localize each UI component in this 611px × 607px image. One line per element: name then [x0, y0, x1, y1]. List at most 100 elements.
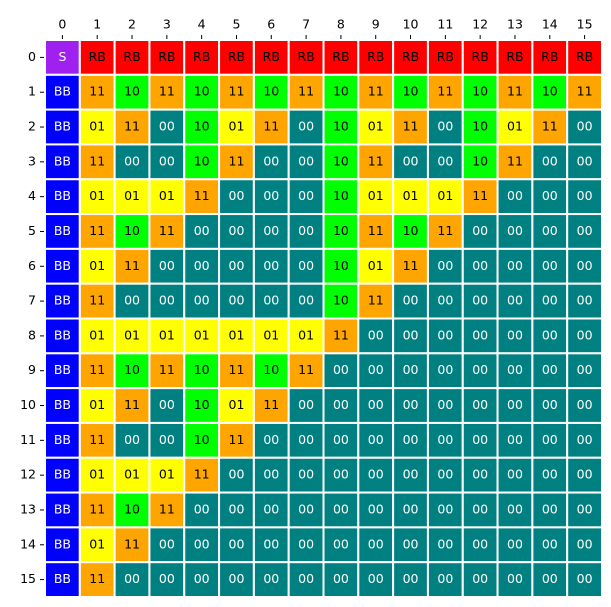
cell: [183, 421, 221, 459]
cell-label: 11: [368, 84, 384, 99]
cell: [322, 561, 360, 598]
cell-label: 00: [472, 571, 488, 586]
cell-label: 00: [437, 153, 453, 168]
cell-label: 10: [333, 258, 349, 273]
cell-label: 11: [229, 362, 245, 377]
cell: [218, 352, 255, 390]
cell: [113, 526, 151, 564]
cell-label: 00: [542, 536, 558, 551]
cell: [531, 108, 569, 146]
cell: [113, 387, 151, 424]
x-tick-label: 6: [267, 17, 275, 32]
cell-label: BB: [54, 467, 71, 482]
cell-label: 00: [333, 362, 349, 377]
cell-label: 01: [159, 327, 175, 342]
cell-label: 11: [403, 258, 419, 273]
cell-label: 01: [368, 119, 384, 134]
cell: [183, 73, 221, 111]
cell-label: 00: [159, 536, 175, 551]
cell: [322, 352, 360, 390]
cell-label: 00: [472, 467, 488, 482]
cell: [287, 526, 325, 564]
y-tick-label: 6: [28, 258, 36, 273]
cell: [461, 317, 499, 355]
x-tick-label: 8: [337, 17, 345, 32]
cell-label: 00: [263, 258, 279, 273]
cell: [357, 387, 395, 424]
cell-label: 00: [542, 188, 558, 203]
cell-label: RB: [576, 49, 593, 64]
cell: [44, 561, 81, 598]
cell-label: RB: [158, 49, 175, 64]
cell-label: 00: [263, 223, 279, 238]
cell-label: 00: [403, 536, 419, 551]
cell-label: BB: [54, 84, 71, 99]
cell-label: 00: [403, 501, 419, 516]
cell-label: 10: [472, 84, 488, 99]
cell-label: 00: [403, 327, 419, 342]
cell-label: 00: [472, 397, 488, 412]
cell-label: 00: [577, 258, 593, 273]
cell-label: 00: [194, 501, 210, 516]
cell-label: RB: [228, 49, 245, 64]
cell: [461, 491, 499, 529]
cell: [566, 108, 603, 146]
cell-label: 11: [472, 188, 488, 203]
cell-label: 11: [229, 84, 245, 99]
cell-label: 00: [507, 467, 523, 482]
cell-label: 11: [577, 84, 593, 99]
cell: [426, 526, 464, 564]
cell: [392, 213, 429, 250]
cell-label: 11: [159, 362, 175, 377]
cell: [148, 108, 186, 146]
x-tick-label: 7: [302, 17, 310, 32]
cell-label: 00: [403, 432, 419, 447]
cell-label: 01: [124, 327, 140, 342]
cell-label: 00: [577, 536, 593, 551]
cell-label: 00: [577, 293, 593, 308]
cell-label: BB: [54, 188, 71, 203]
cell-label: 00: [472, 501, 488, 516]
cell: [531, 561, 569, 598]
cell-label: 00: [403, 467, 419, 482]
y-tick-label: 1: [28, 84, 36, 99]
cell-label: 11: [124, 258, 140, 273]
cell-label: 00: [577, 501, 593, 516]
cell-label: 01: [124, 467, 140, 482]
cell-label: 01: [89, 397, 105, 412]
cell-label: 10: [194, 119, 210, 134]
cell: [78, 561, 116, 598]
cell-label: 00: [298, 501, 314, 516]
cell-label: RB: [193, 49, 210, 64]
cell-label: RB: [367, 49, 384, 64]
cell-label: 00: [263, 293, 279, 308]
cell: [218, 456, 255, 494]
cell-label: 11: [89, 84, 105, 99]
cell-label: 00: [159, 293, 175, 308]
cell-label: 00: [577, 397, 593, 412]
cell-label: 01: [159, 188, 175, 203]
cell-label: 00: [542, 258, 558, 273]
cell: [392, 352, 429, 390]
cell-label: 01: [194, 327, 210, 342]
cell-label: 00: [298, 119, 314, 134]
cell-label: 10: [194, 84, 210, 99]
cell: [392, 561, 429, 598]
cell-label: 11: [124, 536, 140, 551]
cell-label: 01: [507, 119, 523, 134]
cell-label: 11: [298, 84, 314, 99]
cell-label: 00: [437, 397, 453, 412]
cell: [531, 456, 569, 494]
cell: [252, 387, 290, 424]
cell-label: 11: [194, 467, 210, 482]
x-tick-label: 15: [577, 17, 593, 32]
cell: [496, 143, 534, 181]
y-tick-label: 13: [20, 501, 36, 516]
cell: [252, 143, 290, 181]
cell: [78, 39, 116, 76]
cell-label: 11: [542, 119, 558, 134]
cell-label: 00: [577, 432, 593, 447]
cell-label: 00: [298, 293, 314, 308]
cell-label: BB: [54, 397, 71, 412]
cell-label: 01: [229, 119, 245, 134]
